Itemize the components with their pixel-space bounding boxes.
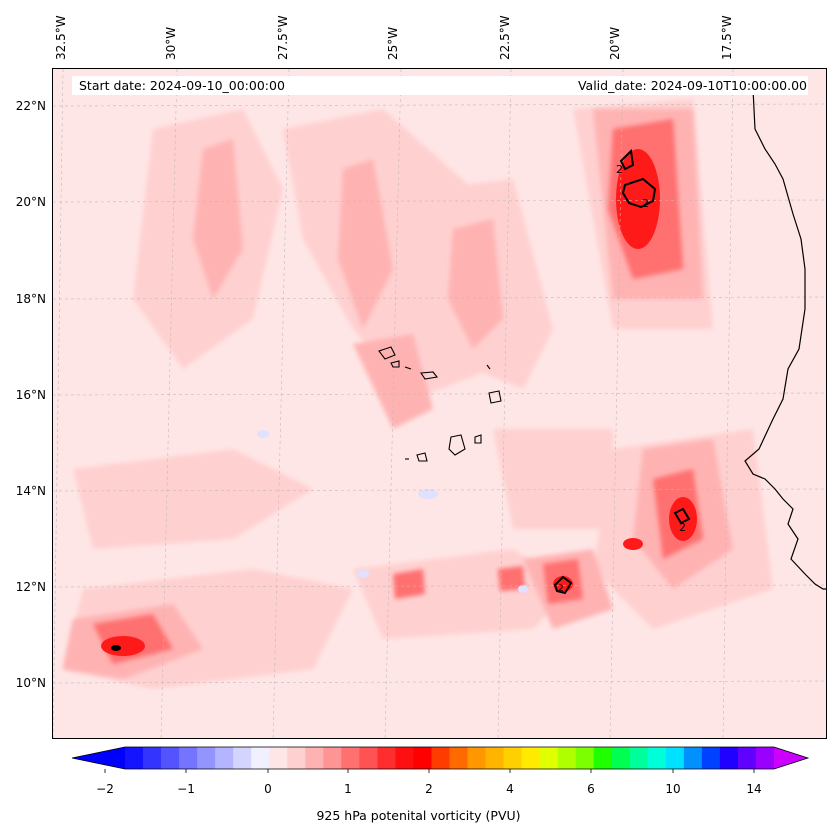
lat-label-16n: 16°N <box>15 388 46 402</box>
lat-label-10n: 10°N <box>15 676 46 690</box>
colorbar-extend-high <box>774 747 808 769</box>
colorbar-swatch <box>251 747 270 769</box>
colorbar-swatch <box>377 747 396 769</box>
pv-peak-patches <box>101 149 697 656</box>
colorbar-tick-label: 14 <box>746 782 762 796</box>
colorbar-swatch <box>161 747 180 769</box>
colorbar-tick-label: 1 <box>344 782 352 796</box>
colorbar-swatch <box>719 747 739 769</box>
colorbar-swatch <box>665 747 685 769</box>
colorbar-swatch <box>323 747 342 769</box>
lat-label-14n: 14°N <box>15 484 46 498</box>
graticule <box>53 69 826 738</box>
lat-label-12n: 12°N <box>15 580 46 594</box>
colorbar-tick-label: 6 <box>587 782 595 796</box>
colorbar-swatch <box>611 747 631 769</box>
colorbar-tick-label: 4 <box>506 782 514 796</box>
colorbar-swatch <box>557 747 577 769</box>
colorbar-outline <box>71 746 810 770</box>
colorbar-swatch <box>539 747 559 769</box>
colorbar-tick-label: 0 <box>264 782 272 796</box>
colorbar-extend-low <box>72 747 125 769</box>
colorbar-swatch <box>593 747 613 769</box>
contour-label-1: 2 <box>616 163 623 176</box>
colorbar-swatch <box>503 747 523 769</box>
pv-2-contours <box>111 148 691 651</box>
colorbar-swatch <box>431 747 450 769</box>
colorbar-swatch <box>413 747 432 769</box>
valid-date-text: Valid_date: 2024-09-10T10:00:00.00 <box>577 78 807 93</box>
colorbar-swatch <box>701 747 721 769</box>
colorbar-swatch <box>341 747 360 769</box>
colorbar-label: 925 hPa potenital vorticity (PVU) <box>316 808 521 823</box>
lat-label-18n: 18°N <box>15 292 46 306</box>
lat-label-20n: 20°N <box>15 195 46 209</box>
map-panel: 2 2 2 2 <box>52 68 827 739</box>
contour-label-4: 2 <box>558 584 564 594</box>
contour-label-3: 2 <box>679 521 686 534</box>
colorbar-swatch <box>287 747 306 769</box>
pv-negative-patches <box>257 430 528 593</box>
contour-label-2: 2 <box>642 197 649 210</box>
colorbar-tick-label: −2 <box>96 782 114 796</box>
colorbar-tick-label: 2 <box>425 782 433 796</box>
colorbar-swatch <box>737 747 757 769</box>
colorbar-swatch <box>125 747 144 769</box>
lat-label-22n: 22°N <box>15 99 46 113</box>
colorbar-swatch <box>179 747 198 769</box>
colorbar-swatch <box>359 747 378 769</box>
africa-coastline <box>744 88 826 590</box>
colorbar-swatch <box>647 747 667 769</box>
colorbar-swatch <box>629 747 649 769</box>
colorbar-tick-label: −1 <box>177 782 195 796</box>
colorbar-swatch <box>521 747 541 769</box>
colorbar-swatch <box>449 747 469 769</box>
date-strip <box>72 76 808 95</box>
colorbar-tick-label: 10 <box>665 782 681 796</box>
colorbar-swatch <box>269 747 288 769</box>
colorbar-swatch <box>143 747 162 769</box>
colorbar-swatch <box>485 747 505 769</box>
colorbar-swatch <box>683 747 703 769</box>
colorbar-swatch <box>215 747 234 769</box>
cape-verde-islands <box>378 346 502 462</box>
colorbar-swatch <box>305 747 324 769</box>
start-date-text: Start date: 2024-09-10_00:00:00 <box>79 78 285 93</box>
colorbar-swatch <box>755 747 775 769</box>
pv-field-map: 2 2 2 2 <box>53 69 826 738</box>
colorbar-swatch <box>575 747 595 769</box>
colorbar-swatch <box>233 747 252 769</box>
colorbar-swatch <box>467 747 487 769</box>
colorbar-swatch <box>395 747 414 769</box>
colorbar-swatch <box>197 747 216 769</box>
